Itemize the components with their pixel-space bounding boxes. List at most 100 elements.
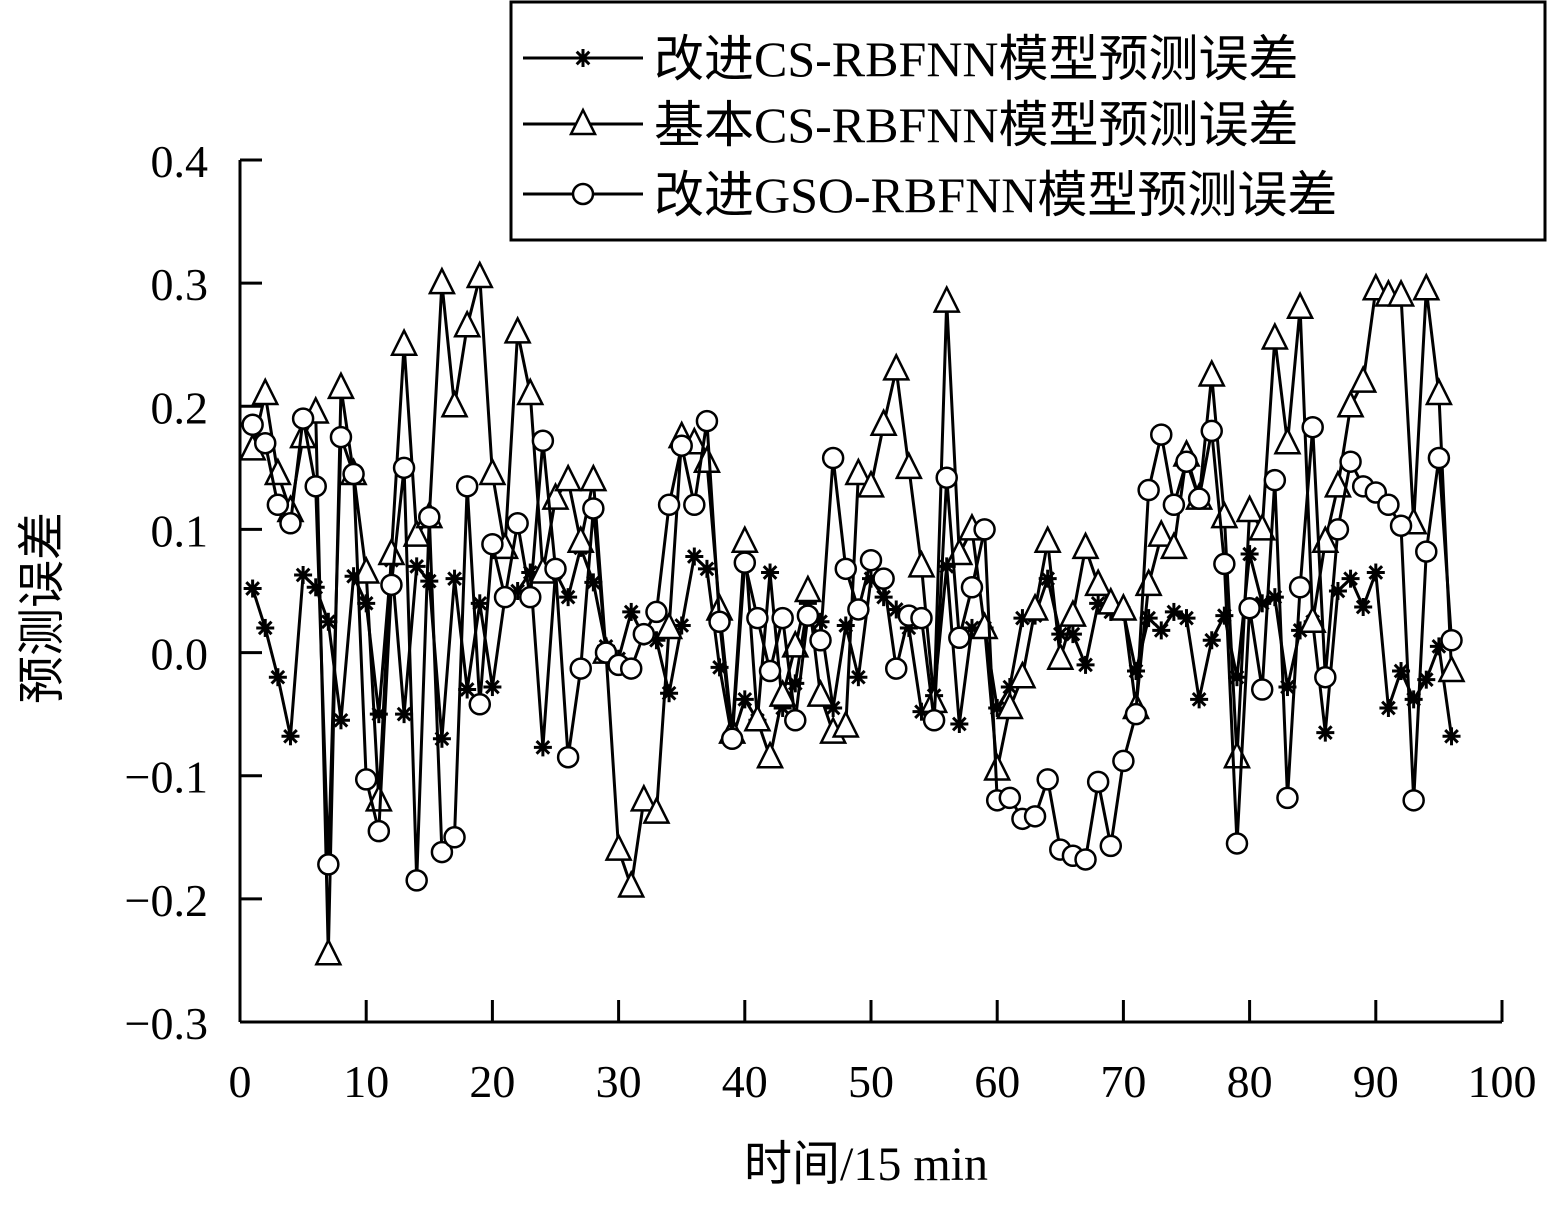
data-point-circle-marker [872,567,895,590]
x-tick-label: 80 [1227,1056,1273,1107]
data-point-circle-marker [569,657,592,680]
x-tick-label: 60 [974,1056,1020,1107]
data-point-triangle-marker [1412,272,1441,301]
legend-label: 改进GSO-RBFNN模型预测误差 [654,167,1337,223]
data-point-circle-marker [1225,832,1249,855]
data-point-triangle-marker [1058,598,1087,627]
data-point-triangle-marker [352,555,381,584]
data-point-circle-marker [1213,552,1236,576]
data-point-circle-marker [784,709,807,732]
data-point-circle-marker [329,425,353,449]
data-point-circle-marker [405,869,428,892]
data-point-triangle-marker [377,537,406,566]
data-point-triangle-marker [642,795,671,824]
data-point-circle-marker [241,413,264,437]
data-point-star-marker [357,594,376,613]
data-point-triangle-marker [503,315,532,344]
data-point-circle-marker [430,840,454,864]
data-point-triangle-marker [768,678,797,707]
x-tick-label: 20 [469,1056,515,1107]
data-point-circle-marker [733,551,757,574]
data-point-triangle-marker [894,451,923,480]
series-1-line [251,542,1453,748]
data-point-star-marker [420,572,439,591]
data-point-triangle-marker [1033,524,1062,553]
data-point-circle-marker [1402,789,1425,812]
data-point-triangle-marker [1298,604,1327,634]
data-point-triangle-marker [516,377,545,406]
data-point-triangle-marker [793,574,822,603]
data-point-circle-marker [1200,419,1223,443]
data-point-circle-marker [1250,678,1274,701]
data-point-star-marker [950,714,969,733]
data-point-circle-marker [670,434,693,457]
data-point-triangle-marker [743,703,772,732]
data-point-circle-marker [1074,848,1097,871]
legend-triangle-marker [568,107,598,136]
data-point-circle-marker [1301,415,1324,439]
data-point-triangle-marker [1387,278,1416,307]
x-tick-label: 30 [596,1056,642,1107]
data-point-circle-marker [1023,805,1047,828]
data-point-triangle-marker [390,327,419,356]
data-point-circle-marker [645,600,668,624]
data-point-star-marker [306,578,325,597]
y-tick-label: 0.2 [151,382,209,433]
x-tick-label: 10 [343,1056,389,1107]
data-point-triangle-marker [907,549,936,578]
data-point-triangle-marker [314,937,343,966]
data-point-circle-marker [1036,768,1059,791]
data-point-star-marker [761,563,780,582]
data-point-star-marker [1177,609,1196,628]
data-point-circle-marker [1427,446,1451,470]
data-point-circle-marker [1175,450,1198,473]
data-point-star-marker [256,618,275,637]
data-point-circle-marker [758,659,782,683]
data-point-circle-marker [1389,514,1413,537]
legend-box [509,0,1547,242]
data-point-circle-marker [1440,629,1463,652]
data-point-triangle-marker [781,629,810,658]
legend: 改进CS-RBFNN模型预测误差基本CS-RBFNN模型预测误差改进GSO-RB… [509,0,1547,242]
data-point-circle-marker [279,512,302,535]
axes: −0.3 −0.2 −0.1 0.0 0.1 0.2 0.3 0.4 0 10 20 30 40 50 60… [125,136,1537,1107]
data-point-circle-marker [418,505,441,529]
data-point-star-marker [685,547,704,566]
data-point-circle-marker [1124,702,1148,726]
data-point-circle-marker [720,727,744,751]
data-point-circle-marker [304,475,327,498]
data-point-triangle-marker [440,389,469,418]
x-tick-label: 50 [848,1056,894,1107]
data-point-triangle-marker [1437,654,1466,683]
x-tick-label: 100 [1468,1056,1537,1107]
data-point-star-marker [874,588,893,607]
data-point-circle-marker [1086,770,1110,794]
data-point-circle-marker [960,576,984,599]
data-point-circle-marker [531,429,555,453]
data-point-star-marker [1190,690,1209,709]
data-point-circle-marker [948,626,971,650]
data-point-star-marker [533,738,552,757]
data-point-star-marker [1202,631,1221,650]
data-point-circle-marker [1339,450,1362,473]
data-point-circle-marker [695,409,719,433]
legend-star-marker [574,49,592,67]
data-point-triangle-marker [478,457,507,486]
data-point-circle-marker [544,557,567,581]
data-point-star-marker [559,588,578,607]
legend-item: 改进CS-RBFNN模型预测误差 [523,31,1299,87]
data-point-circle-marker [354,768,378,791]
data-point-star-marker [849,668,868,687]
data-point-circle-marker [1276,786,1299,810]
data-point-star-marker [432,729,451,748]
data-point-circle-marker [1377,493,1400,517]
data-point-circle-marker [1314,665,1337,689]
data-point-triangle-marker [1235,494,1264,523]
data-point-triangle-marker [1336,389,1365,418]
y-tick-label: 0.1 [151,505,209,556]
y-tick-label: −0.1 [125,752,208,803]
data-point-triangle-marker [1349,364,1378,393]
data-point-triangle-marker [1159,531,1188,560]
data-point-circle-marker [859,548,883,572]
